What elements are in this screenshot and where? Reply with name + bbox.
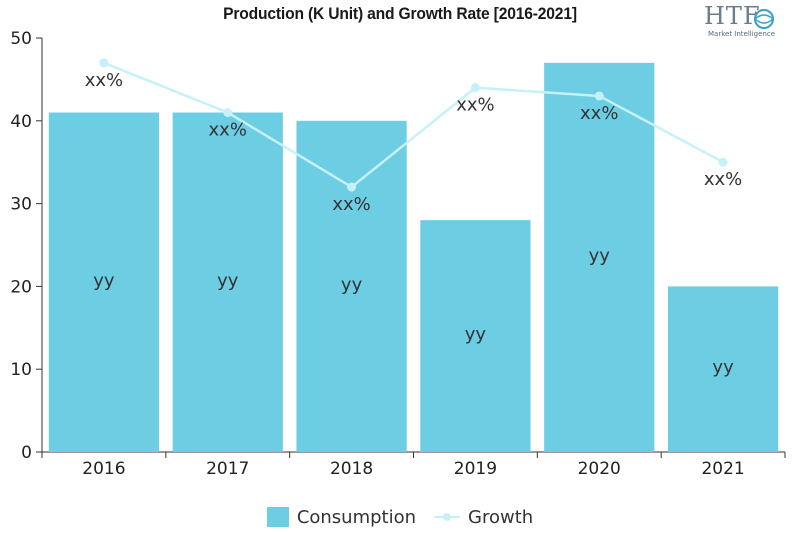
bar-2019 xyxy=(420,220,531,452)
growth-line xyxy=(99,58,728,192)
growth-point xyxy=(594,91,604,101)
y-tick-label: 40 xyxy=(10,112,32,132)
bar-2018 xyxy=(296,120,407,453)
x-tick-label: 2021 xyxy=(701,459,744,479)
y-tick-label: 30 xyxy=(10,195,32,215)
y-tick-label: 10 xyxy=(10,360,32,380)
growth-point xyxy=(718,157,728,167)
y-tick-label: 20 xyxy=(10,277,32,297)
bar-label: yy xyxy=(465,324,487,345)
growth-label: xx% xyxy=(332,194,370,215)
growth-point xyxy=(347,182,357,192)
growth-label: xx% xyxy=(580,103,618,124)
bar-2017 xyxy=(172,112,283,453)
growth-label: xx% xyxy=(704,169,742,190)
legend-item-consumption[interactable]: Consumption xyxy=(266,506,417,528)
legend: Consumption Growth xyxy=(0,505,800,529)
growth-polyline xyxy=(103,61,724,189)
y-tick-label: 0 xyxy=(21,443,32,463)
htf-logo: HTF Market Intelligence xyxy=(704,2,784,42)
x-tick-label: 2019 xyxy=(454,459,497,479)
bar-2016 xyxy=(48,112,160,453)
x-tick-label: 2016 xyxy=(82,459,125,479)
growth-labels: xx% xx% xx% xx% xx% xx% xyxy=(85,70,743,215)
x-tick-label: 2020 xyxy=(578,459,621,479)
bar-label: yy xyxy=(217,270,239,291)
logo-subtext: Market Intelligence xyxy=(708,30,776,38)
growth-label: xx% xyxy=(209,120,247,141)
y-axis: 0 10 20 30 40 50 xyxy=(10,29,43,463)
bar-label: yy xyxy=(589,245,611,266)
y-tick-label: 50 xyxy=(10,29,32,49)
legend-swatch-consumption xyxy=(266,507,289,527)
bar-label: yy xyxy=(712,357,734,378)
legend-label-consumption: Consumption xyxy=(296,506,417,528)
legend-label-growth: Growth xyxy=(468,506,534,528)
bar-2021 xyxy=(667,286,779,452)
bar-label: yy xyxy=(341,274,363,295)
x-tick-label: 2017 xyxy=(206,459,249,479)
logo-globe-icon xyxy=(754,9,774,29)
bar-labels: yy yy yy yy yy yy xyxy=(93,245,734,378)
growth-label: xx% xyxy=(456,95,494,116)
chart-title: Production (K Unit) and Growth Rate [201… xyxy=(223,4,577,23)
logo-text: HTF xyxy=(704,2,761,30)
x-axis: 2016 2017 2018 2019 2020 2021 xyxy=(41,451,786,479)
legend-marker-growth xyxy=(434,511,461,523)
x-tick-label: 2018 xyxy=(330,459,373,479)
growth-point xyxy=(99,58,109,68)
legend-item-growth[interactable]: Growth xyxy=(434,507,533,528)
growth-point xyxy=(223,108,233,118)
growth-label: xx% xyxy=(85,70,123,91)
growth-point xyxy=(470,83,480,93)
bar-2020 xyxy=(544,62,655,453)
bar-label: yy xyxy=(93,270,115,291)
consumption-bars xyxy=(48,62,779,453)
